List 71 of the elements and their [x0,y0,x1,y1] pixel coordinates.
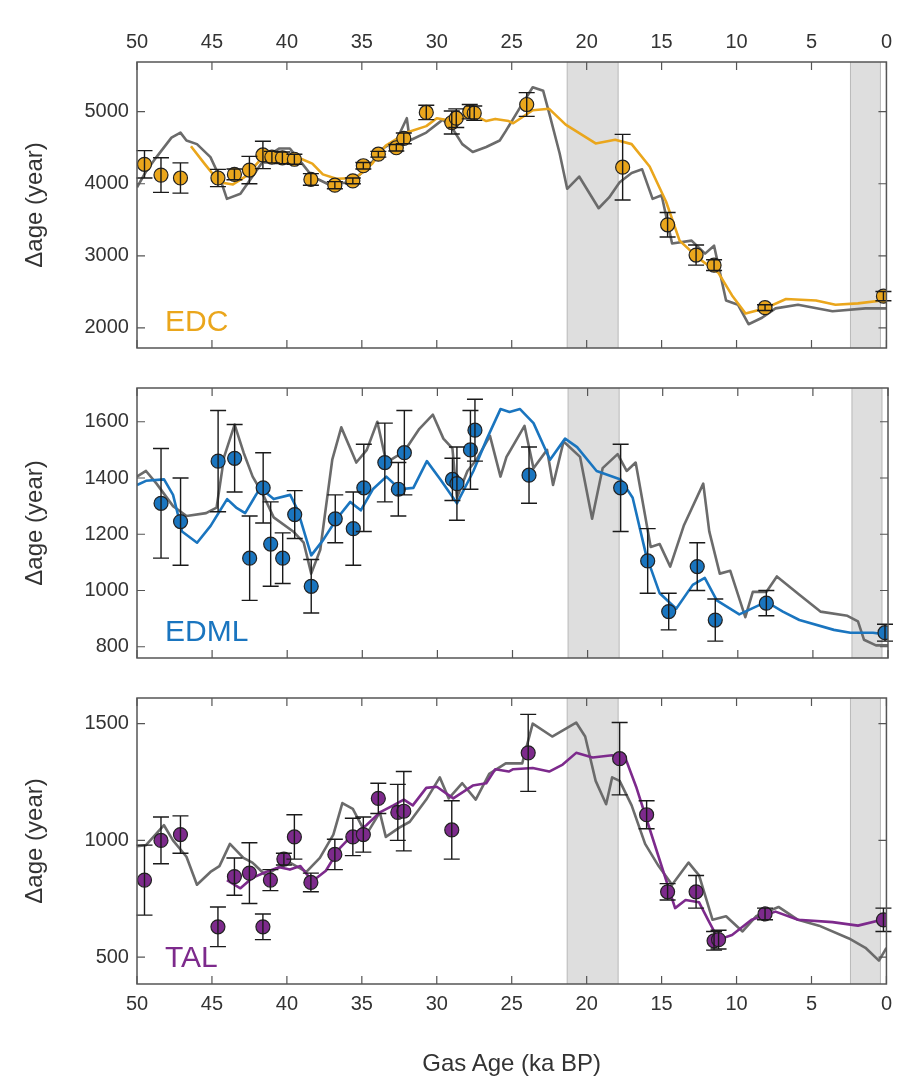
point [263,536,279,552]
x2-tick-label: 15 [650,29,673,52]
x2-tick-label: 50 [125,29,149,52]
x-tick-label: 5 [805,991,818,1014]
point [612,751,628,767]
point [661,603,677,620]
x-tick-label: 40 [275,991,299,1014]
y-tick-label: 1600 [84,409,129,432]
point [226,869,243,885]
point [286,829,302,845]
x2-tick-label: 0 [880,29,892,52]
x-tick-label: 45 [200,991,224,1014]
point [275,550,291,566]
x2-tick-label: 10 [725,29,748,52]
point [396,445,412,461]
point [227,450,243,466]
y-tick-label: 1500 [84,711,129,734]
x-tick-label: 30 [425,991,448,1014]
point [303,578,319,594]
point [639,807,655,823]
x-tick-label: 15 [650,991,673,1014]
x-tick-label: 0 [880,991,892,1014]
text: EDC [165,304,229,338]
point [689,558,705,575]
y-tick-label: 1000 [84,827,129,850]
x-tick-label: 25 [500,991,523,1014]
x2-tick-label: 35 [350,29,373,52]
y-axis-title: Δage (year) [20,142,48,268]
y-tick-label: 800 [95,634,129,657]
point [262,872,278,888]
point [172,826,189,843]
point [172,170,189,186]
y-tick-label: 1000 [84,578,129,601]
y-tick-label: 4000 [84,171,129,194]
point [640,553,656,569]
point [520,745,536,761]
point [707,612,723,628]
x2-tick-label: 25 [500,29,523,52]
point [758,595,774,611]
x-tick-label: 50 [125,991,149,1014]
point [242,550,258,566]
point [444,822,460,838]
point [519,96,535,113]
point [172,513,189,530]
series-label: TAL [165,940,218,974]
point [660,217,676,233]
y-tick-label: 2000 [84,315,129,338]
point [615,159,631,175]
point [613,480,629,496]
x2-tick-label: 45 [200,29,224,52]
y-tick-label: 1400 [84,465,129,488]
x2-tick-label: 20 [575,29,598,52]
x-tick-label: 10 [725,991,748,1014]
x2-tick-label: 5 [805,29,818,52]
x-axis-title: Gas Age (ka BP) [422,1049,602,1077]
y-tick-label: 1200 [84,521,129,544]
y-tick-label: 3000 [84,243,129,266]
point [355,826,371,843]
y-axis-title: Δage (year) [20,778,48,904]
y-tick-label: 500 [95,944,129,967]
y-tick-label: 5000 [84,99,129,122]
x2-tick-label: 40 [275,29,299,52]
point [327,511,343,527]
point [287,506,303,523]
y-axis-title: Δage (year) [20,460,48,586]
x2-tick-label: 30 [425,29,448,52]
point [370,790,386,806]
x-tick-label: 20 [575,991,598,1014]
x-tick-label: 35 [350,991,373,1014]
point [241,865,258,881]
text: EDML [165,614,249,648]
